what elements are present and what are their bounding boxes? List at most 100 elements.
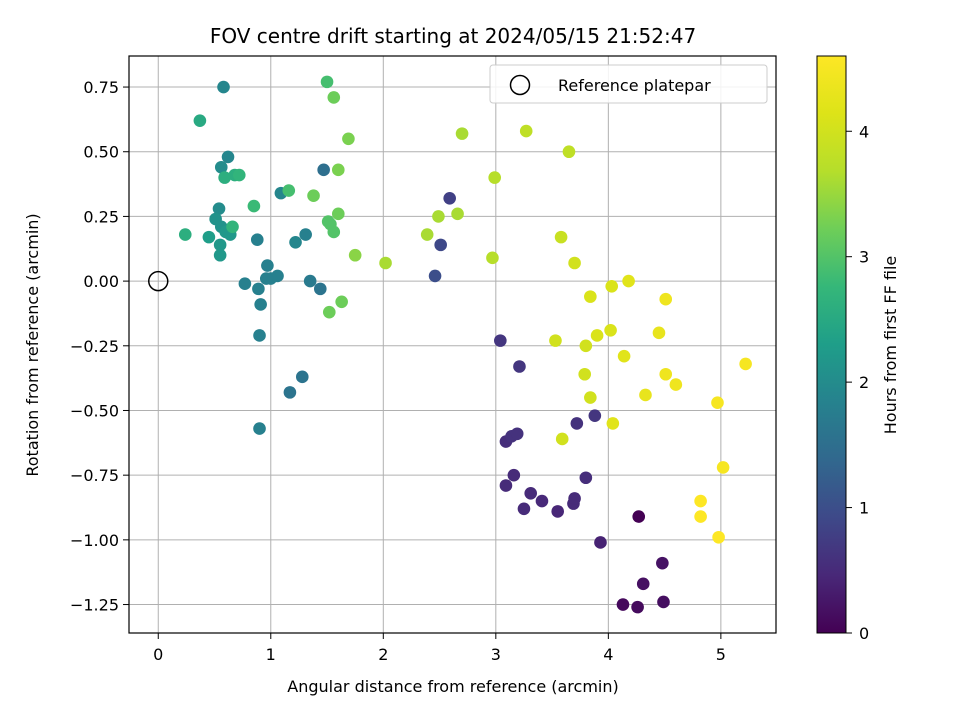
data-point	[494, 334, 507, 347]
x-tick-label: 5	[716, 645, 726, 664]
data-point	[517, 502, 531, 516]
data-point	[510, 427, 524, 441]
x-tick-label: 1	[266, 645, 276, 664]
data-point	[283, 386, 297, 399]
data-point	[535, 494, 549, 508]
plot-area: 0 1 2 3 4 5 0.75 0.50 0.25 0.00 −0.25 −0.50 −0.75 −1…	[70, 55, 777, 664]
chart-title: FOV centre drift starting at 2024/05/15 …	[210, 24, 696, 48]
data-point	[434, 238, 447, 252]
data-point	[606, 417, 620, 430]
y-tick-label: −0.75	[70, 466, 119, 485]
colorbar-tick-label: 3	[859, 248, 869, 267]
x-tick-label: 4	[603, 645, 613, 664]
y-axis-label: Rotation from reference (arcmin)	[23, 213, 42, 476]
data-point	[486, 251, 499, 265]
data-point	[322, 305, 336, 319]
data-point	[513, 360, 526, 373]
data-point	[282, 184, 296, 197]
data-point	[238, 277, 252, 290]
data-point	[313, 282, 327, 296]
data-point	[568, 256, 581, 270]
data-point	[579, 471, 593, 485]
colorbar-gradient	[816, 55, 847, 634]
data-point	[221, 150, 235, 164]
data-point	[551, 505, 565, 518]
data-point	[584, 391, 597, 404]
data-point	[342, 132, 355, 146]
data-point	[562, 145, 576, 159]
data-point	[694, 494, 707, 508]
colorbar: 0 1 2 3 4 Hours from first FF file	[816, 55, 900, 643]
data-point	[320, 75, 334, 89]
data-point	[669, 378, 683, 391]
data-point	[555, 432, 569, 446]
y-tick-label: 0.50	[83, 143, 119, 162]
data-point	[289, 235, 302, 249]
data-point	[261, 259, 274, 272]
data-point	[616, 598, 630, 611]
x-tick-label: 0	[153, 645, 163, 664]
data-point	[252, 282, 265, 296]
data-point	[659, 292, 673, 306]
data-point	[622, 274, 635, 288]
y-axis-ticks: 0.75 0.50 0.25 0.00 −0.25 −0.50 −0.75 −1.00 −1.2…	[70, 78, 129, 615]
data-point	[451, 207, 464, 221]
data-point	[590, 329, 604, 342]
data-point	[711, 396, 724, 410]
legend-box	[489, 64, 768, 104]
legend-entry-reference-platepar: Reference platepar	[558, 76, 711, 95]
data-point	[604, 323, 617, 337]
data-point	[617, 349, 631, 363]
x-axis-label: Angular distance from reference (arcmin)	[287, 677, 618, 696]
y-tick-label: 0.25	[83, 207, 119, 226]
data-point	[499, 479, 513, 492]
grid	[129, 56, 776, 633]
data-point	[657, 595, 670, 609]
data-point	[739, 357, 752, 371]
y-tick-label: −0.25	[70, 337, 119, 356]
data-point	[295, 370, 309, 384]
colorbar-tick-label: 0	[859, 624, 869, 643]
data-point	[588, 409, 602, 422]
data-point	[217, 80, 230, 94]
data-point	[519, 124, 533, 138]
data-point	[335, 295, 348, 309]
y-tick-label: −0.50	[70, 401, 119, 420]
colorbar-tick-label: 4	[859, 122, 869, 141]
data-point	[578, 367, 592, 381]
data-point	[712, 530, 725, 544]
data-point	[253, 422, 266, 435]
data-point	[218, 171, 231, 184]
data-point	[193, 114, 207, 127]
data-point	[428, 269, 442, 283]
reference-platepar-marker	[148, 270, 169, 292]
data-point	[307, 189, 320, 203]
data-point	[317, 163, 330, 177]
data-points	[178, 75, 752, 614]
colorbar-ticks: 0 1 2 3 4	[846, 122, 869, 643]
data-point	[652, 326, 666, 340]
data-point	[213, 248, 227, 262]
legend-reference-marker	[509, 74, 531, 96]
data-point	[253, 329, 266, 342]
data-point	[327, 225, 341, 239]
data-point	[331, 163, 345, 177]
data-point	[254, 298, 267, 311]
data-point	[639, 388, 652, 402]
x-tick-label: 2	[378, 645, 388, 664]
colorbar-label: Hours from first FF file	[881, 256, 900, 435]
data-point	[303, 274, 317, 288]
y-tick-label: 0.00	[83, 272, 119, 291]
data-point	[202, 230, 216, 244]
data-point	[524, 486, 538, 500]
y-tick-label: −1.00	[70, 531, 119, 550]
data-point	[232, 168, 246, 182]
data-point	[507, 468, 521, 482]
data-point	[605, 279, 619, 293]
data-point	[331, 207, 345, 221]
data-point	[631, 600, 644, 614]
data-point	[549, 334, 562, 347]
data-point	[178, 228, 192, 241]
data-point	[250, 233, 264, 247]
